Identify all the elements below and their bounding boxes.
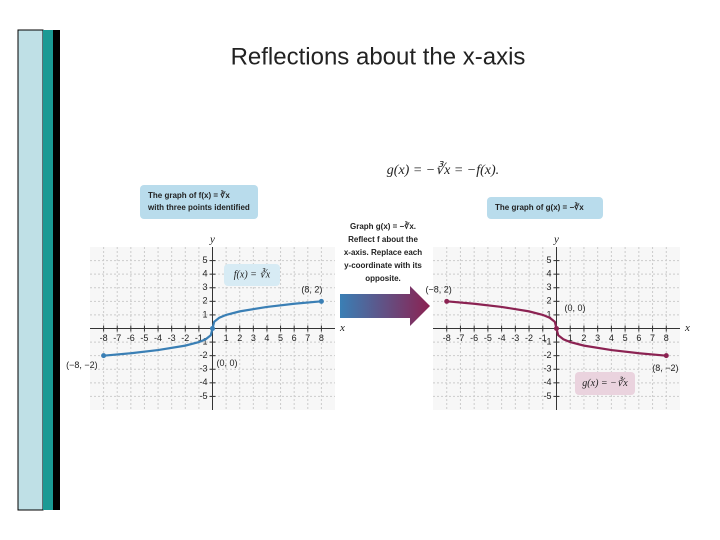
callout-text: with three points identified bbox=[147, 203, 250, 212]
y-tick-label: 2 bbox=[202, 296, 207, 306]
y-tick-label: -4 bbox=[543, 377, 551, 387]
x-tick-label: -7 bbox=[456, 333, 464, 343]
y-axis-label: y bbox=[209, 234, 215, 246]
x-tick-label: 3 bbox=[595, 333, 600, 343]
x-tick-label: -4 bbox=[498, 333, 506, 343]
point bbox=[663, 353, 669, 359]
x-tick-label: 6 bbox=[292, 333, 297, 343]
y-tick-label: 3 bbox=[202, 282, 207, 292]
deco-bar bbox=[17, 29, 44, 511]
y-tick-label: 4 bbox=[546, 269, 551, 279]
x-tick-label: -1 bbox=[195, 333, 203, 343]
callout-box bbox=[140, 185, 258, 219]
x-tick-label: -2 bbox=[525, 333, 533, 343]
slide-title: Reflections about the x-axis bbox=[231, 43, 526, 70]
callout-text: The graph of g(x) = −∛x bbox=[495, 201, 584, 212]
x-tick-label: -6 bbox=[470, 333, 478, 343]
y-tick-label: 4 bbox=[202, 269, 207, 279]
x-tick-label: 2 bbox=[581, 333, 586, 343]
point-label: (−8, 2) bbox=[425, 285, 451, 295]
y-tick-label: -3 bbox=[543, 364, 551, 374]
y-tick-label: 1 bbox=[546, 309, 551, 319]
label-box bbox=[224, 264, 280, 286]
point bbox=[554, 326, 559, 331]
x-tick-label: -8 bbox=[443, 333, 451, 343]
x-tick-label: 7 bbox=[650, 333, 655, 343]
y-tick-label: -2 bbox=[543, 350, 551, 360]
x-tick-label: 3 bbox=[251, 333, 256, 343]
point-label: (0, 0) bbox=[217, 358, 238, 368]
x-tick-label: -5 bbox=[484, 333, 492, 343]
x-tick-label: 5 bbox=[278, 333, 283, 343]
point-label: (8, −2) bbox=[652, 363, 678, 373]
transform-arrow bbox=[340, 286, 430, 326]
equation: g(x) = −∛x = −f(x). bbox=[387, 160, 499, 178]
x-tick-label: 1 bbox=[568, 333, 573, 343]
x-tick-label: -8 bbox=[100, 333, 108, 343]
x-tick-label: -5 bbox=[140, 333, 148, 343]
x-tick-label: 5 bbox=[623, 333, 628, 343]
x-tick-label: 6 bbox=[636, 333, 641, 343]
y-tick-label: 1 bbox=[202, 309, 207, 319]
series-label: g(x) = −∛x bbox=[582, 376, 628, 389]
note-line: Graph g(x) = −∛x. bbox=[350, 220, 416, 231]
x-tick-label: -3 bbox=[168, 333, 176, 343]
label-box bbox=[575, 372, 635, 395]
x-tick-label: 2 bbox=[237, 333, 242, 343]
x-tick-label: 4 bbox=[609, 333, 614, 343]
x-tick-label: -6 bbox=[127, 333, 135, 343]
x-tick-label: -4 bbox=[154, 333, 162, 343]
deco-bar bbox=[53, 30, 60, 510]
point-label: (−8, −2) bbox=[66, 360, 98, 370]
y-tick-label: -1 bbox=[199, 336, 207, 346]
y-tick-label: 2 bbox=[546, 296, 551, 306]
point-label: (8, 2) bbox=[301, 285, 322, 295]
y-tick-label: -5 bbox=[199, 391, 207, 401]
point bbox=[318, 298, 324, 304]
x-tick-label: -3 bbox=[511, 333, 519, 343]
x-tick-label: 4 bbox=[264, 333, 269, 343]
note-line: y-coordinate with its bbox=[344, 261, 422, 270]
series-label: f(x) = ∛x bbox=[234, 267, 271, 280]
x-tick-label: -1 bbox=[539, 333, 547, 343]
deco-bar bbox=[43, 30, 53, 510]
y-tick-label: -4 bbox=[199, 377, 207, 387]
x-tick-label: -7 bbox=[113, 333, 121, 343]
x-axis-label: x bbox=[339, 322, 345, 334]
callout-box bbox=[487, 197, 603, 219]
point-label: (0, 0) bbox=[565, 303, 586, 313]
point bbox=[101, 353, 107, 359]
point bbox=[210, 326, 215, 331]
note-line: x-axis. Replace each bbox=[344, 248, 422, 257]
x-axis-label: x bbox=[684, 322, 690, 334]
y-tick-label: 3 bbox=[546, 282, 551, 292]
callout-text: The graph of f(x) = ∛x bbox=[148, 189, 230, 200]
y-tick-label: -1 bbox=[543, 336, 551, 346]
y-tick-label: -2 bbox=[199, 350, 207, 360]
note-line: opposite. bbox=[365, 274, 401, 283]
point bbox=[444, 298, 450, 304]
x-tick-label: -2 bbox=[181, 333, 189, 343]
x-tick-label: 8 bbox=[319, 333, 324, 343]
y-tick-label: -3 bbox=[199, 364, 207, 374]
x-tick-label: 1 bbox=[224, 333, 229, 343]
y-tick-label: -5 bbox=[543, 391, 551, 401]
y-axis-label: y bbox=[553, 234, 559, 246]
y-tick-label: 5 bbox=[202, 255, 207, 265]
x-tick-label: 8 bbox=[664, 333, 669, 343]
x-tick-label: 7 bbox=[305, 333, 310, 343]
y-tick-label: 5 bbox=[546, 255, 551, 265]
note-line: Reflect f about the bbox=[348, 235, 418, 244]
